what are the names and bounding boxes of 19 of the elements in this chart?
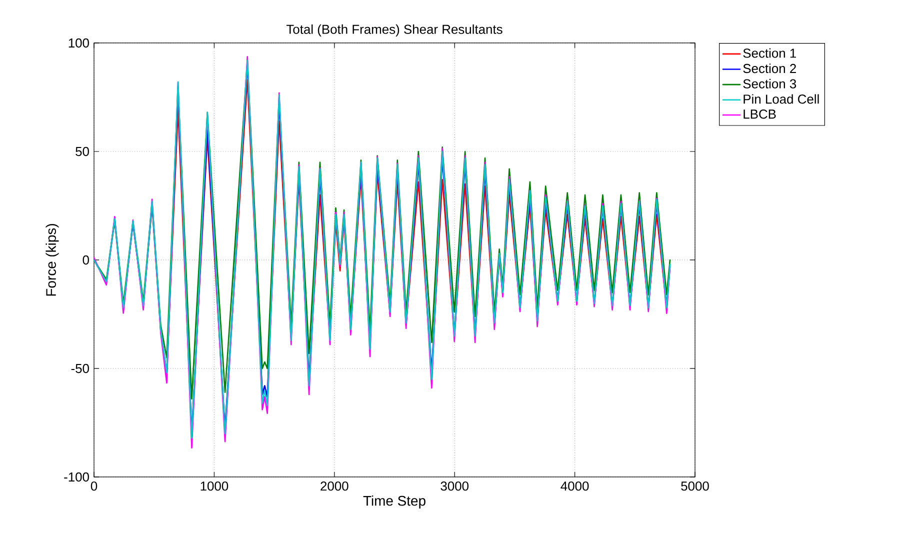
- x-axis-title: Time Step: [363, 496, 426, 508]
- x-tick-label: 5000: [681, 481, 709, 491]
- y-tick-label: -100: [64, 472, 89, 482]
- y-tick-label: -50: [71, 364, 89, 374]
- x-tick-label: 3000: [440, 481, 469, 491]
- x-tick-label: 0: [90, 481, 98, 491]
- legend-label: LBCB: [744, 110, 776, 119]
- y-tick-label: 100: [68, 38, 89, 48]
- y-axis-title: Force (kips): [46, 224, 59, 296]
- y-tick-label: 0: [82, 255, 89, 265]
- x-tick-label: 1000: [200, 481, 228, 491]
- y-tick-label: 50: [76, 146, 89, 156]
- legend-label: Pin Load Cell: [744, 94, 819, 104]
- x-tick-label: 2000: [320, 481, 348, 491]
- x-tick-label: 4000: [560, 481, 589, 491]
- chart-title: Total (Both Frames) Shear Resultants: [286, 24, 502, 36]
- legend-label: Section 1: [743, 48, 796, 58]
- legend-label: Section 3: [743, 78, 796, 88]
- legend-label: Section 2: [743, 64, 796, 74]
